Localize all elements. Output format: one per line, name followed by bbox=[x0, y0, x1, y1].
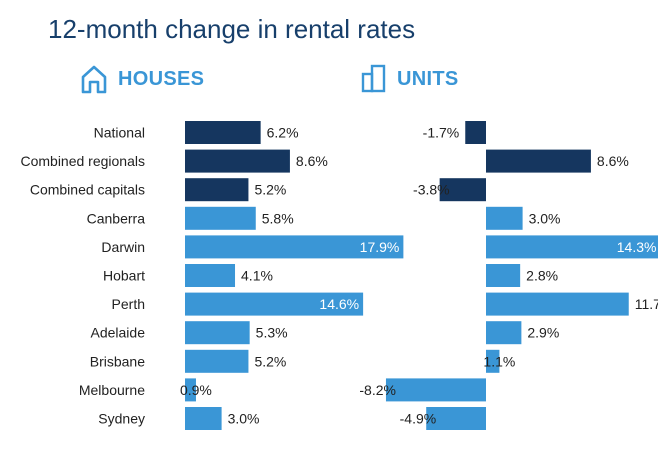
units-data-label: 2.9% bbox=[527, 325, 559, 341]
houses-bar bbox=[185, 121, 261, 144]
category-label: Hobart bbox=[103, 268, 145, 284]
category-label: Perth bbox=[112, 296, 145, 312]
units-bar bbox=[465, 121, 486, 144]
units-data-label: 11.7% bbox=[635, 296, 658, 312]
units-bar bbox=[486, 206, 523, 230]
units-bar bbox=[486, 149, 591, 173]
units-bar bbox=[486, 264, 521, 287]
houses-data-label: 5.3% bbox=[256, 325, 288, 341]
houses-data-label: 6.2% bbox=[267, 125, 299, 141]
houses-bar bbox=[185, 378, 196, 402]
units-bar bbox=[439, 178, 486, 202]
units-data-label: -4.9% bbox=[400, 411, 437, 427]
houses-data-label: 14.6% bbox=[319, 296, 359, 312]
houses-data-label: 3.0% bbox=[228, 411, 260, 427]
houses-data-label: 5.8% bbox=[262, 210, 294, 226]
houses-bar bbox=[185, 292, 364, 316]
units-bar bbox=[385, 378, 486, 402]
category-label: Brisbane bbox=[90, 353, 145, 369]
houses-bar bbox=[185, 407, 222, 430]
houses-header: HOUSES bbox=[80, 62, 204, 96]
chart-title: 12-month change in rental rates bbox=[48, 14, 416, 44]
units-bar bbox=[486, 292, 629, 316]
houses-label: HOUSES bbox=[118, 67, 205, 90]
category-label: Melbourne bbox=[79, 382, 145, 398]
units-data-label: 2.8% bbox=[526, 268, 558, 284]
category-label: Darwin bbox=[101, 239, 145, 255]
category-label: Combined regionals bbox=[20, 153, 145, 169]
units-label: UNITS bbox=[397, 67, 459, 90]
units-bar bbox=[486, 321, 522, 345]
category-label: Sydney bbox=[98, 411, 145, 427]
house-outline-icon bbox=[81, 65, 107, 94]
houses-data-label: 0.9% bbox=[180, 382, 212, 398]
units-data-label: 14.3% bbox=[617, 239, 657, 255]
building-outline-icon bbox=[361, 64, 386, 93]
units-data-label: -1.7% bbox=[423, 125, 460, 141]
category-label: Combined capitals bbox=[30, 182, 145, 198]
units-header: UNITS bbox=[361, 62, 459, 96]
houses-bar bbox=[185, 321, 250, 345]
houses-data-label: 5.2% bbox=[254, 353, 286, 369]
houses-bar bbox=[185, 235, 404, 259]
units-data-label: 3.0% bbox=[529, 210, 561, 226]
houses-bar bbox=[185, 264, 236, 287]
units-bar bbox=[486, 349, 500, 373]
houses-bar bbox=[185, 149, 290, 173]
units-data-label: -8.2% bbox=[359, 382, 396, 398]
units-data-label: 8.6% bbox=[597, 153, 629, 169]
houses-data-label: 17.9% bbox=[360, 239, 400, 255]
units-bar bbox=[486, 235, 658, 259]
houses-bar bbox=[185, 349, 249, 373]
houses-data-label: 5.2% bbox=[254, 182, 286, 198]
units-data-label: 1.1% bbox=[483, 353, 515, 369]
houses-bar bbox=[185, 178, 249, 202]
houses-data-label: 4.1% bbox=[241, 268, 273, 284]
category-label: Canberra bbox=[87, 210, 146, 226]
houses-bar bbox=[185, 206, 256, 230]
category-label: National bbox=[94, 125, 145, 141]
category-label: Adelaide bbox=[91, 325, 146, 341]
houses-data-label: 8.6% bbox=[296, 153, 328, 169]
units-data-label: -3.8% bbox=[413, 182, 450, 198]
units-bar bbox=[426, 407, 486, 430]
